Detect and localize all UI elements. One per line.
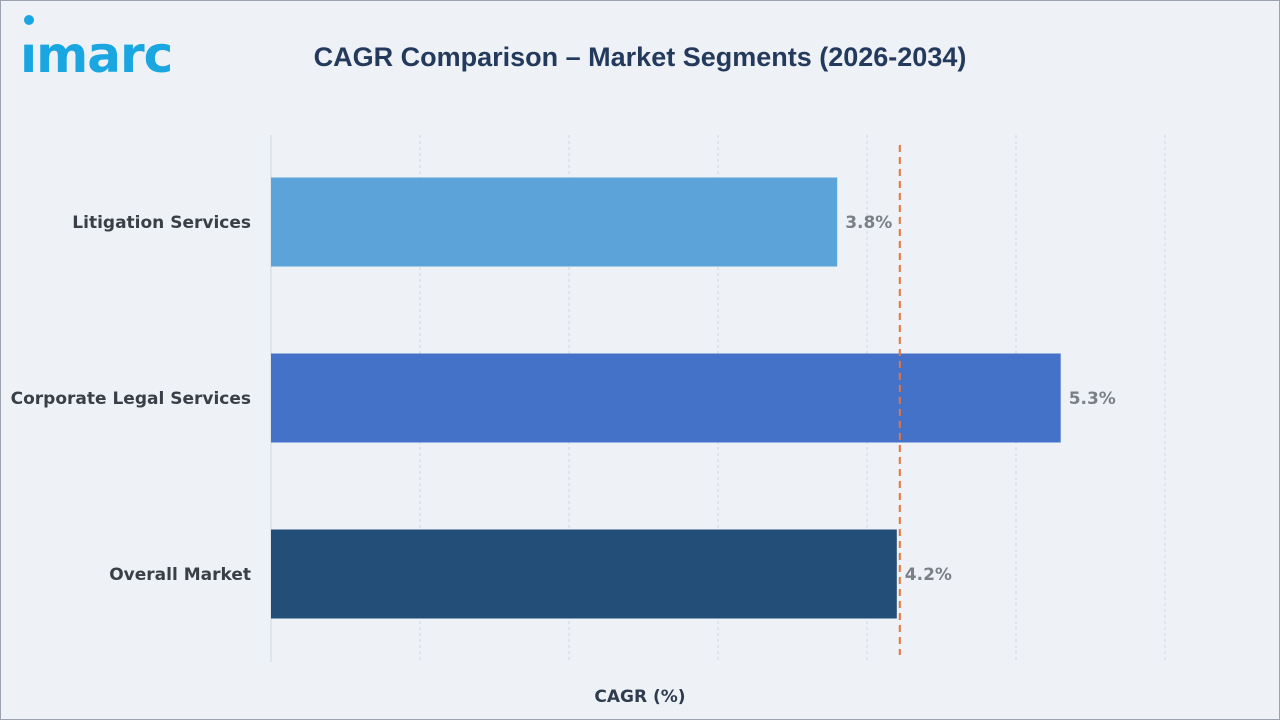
data-label: 3.8% bbox=[845, 213, 892, 233]
imarc-logo: ımarc bbox=[20, 12, 210, 82]
data-label: 5.3% bbox=[1069, 389, 1116, 409]
data-label: 4.2% bbox=[905, 565, 952, 585]
x-axis-title: CAGR (%) bbox=[594, 687, 686, 707]
category-label: Litigation Services bbox=[72, 213, 251, 233]
bar-overall-market bbox=[271, 529, 897, 619]
bar-litigation-services bbox=[271, 177, 838, 267]
logo-wordmark: ımarc bbox=[20, 26, 172, 82]
chart-title: CAGR Comparison – Market Segments (2026-… bbox=[313, 42, 967, 72]
category-label: Corporate Legal Services bbox=[11, 389, 251, 409]
category-label: Overall Market bbox=[109, 565, 251, 585]
logo-dot bbox=[24, 15, 34, 25]
bar-corporate-legal-services bbox=[271, 353, 1061, 443]
